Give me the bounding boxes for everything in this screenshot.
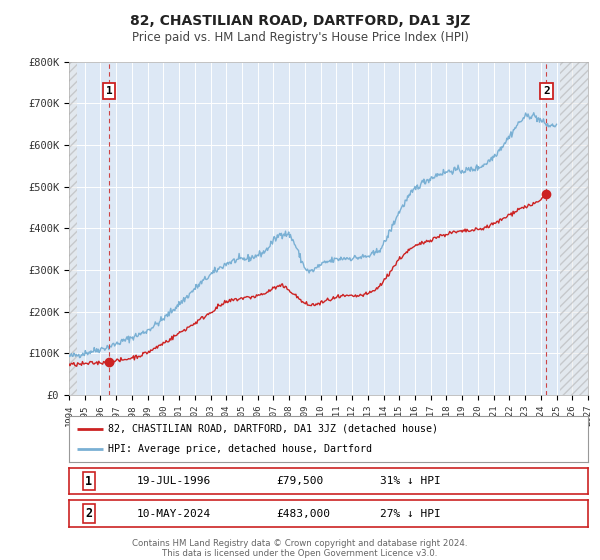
- Text: 10-MAY-2024: 10-MAY-2024: [136, 508, 211, 519]
- Text: £79,500: £79,500: [277, 476, 324, 486]
- Text: 82, CHASTILIAN ROAD, DARTFORD, DA1 3JZ (detached house): 82, CHASTILIAN ROAD, DARTFORD, DA1 3JZ (…: [108, 424, 438, 434]
- Text: £483,000: £483,000: [277, 508, 331, 519]
- Text: 27% ↓ HPI: 27% ↓ HPI: [380, 508, 441, 519]
- Text: Price paid vs. HM Land Registry's House Price Index (HPI): Price paid vs. HM Land Registry's House …: [131, 31, 469, 44]
- Text: 82, CHASTILIAN ROAD, DARTFORD, DA1 3JZ: 82, CHASTILIAN ROAD, DARTFORD, DA1 3JZ: [130, 14, 470, 28]
- Text: Contains HM Land Registry data © Crown copyright and database right 2024.: Contains HM Land Registry data © Crown c…: [132, 539, 468, 548]
- Text: 2: 2: [543, 86, 550, 96]
- Text: 1: 1: [106, 86, 112, 96]
- Text: 1: 1: [85, 474, 92, 488]
- Bar: [69, 62, 77, 395]
- Text: HPI: Average price, detached house, Dartford: HPI: Average price, detached house, Dart…: [108, 444, 372, 454]
- Text: 31% ↓ HPI: 31% ↓ HPI: [380, 476, 441, 486]
- Bar: [560, 62, 588, 395]
- Text: This data is licensed under the Open Government Licence v3.0.: This data is licensed under the Open Gov…: [163, 549, 437, 558]
- Text: 2: 2: [85, 507, 92, 520]
- Text: 19-JUL-1996: 19-JUL-1996: [136, 476, 211, 486]
